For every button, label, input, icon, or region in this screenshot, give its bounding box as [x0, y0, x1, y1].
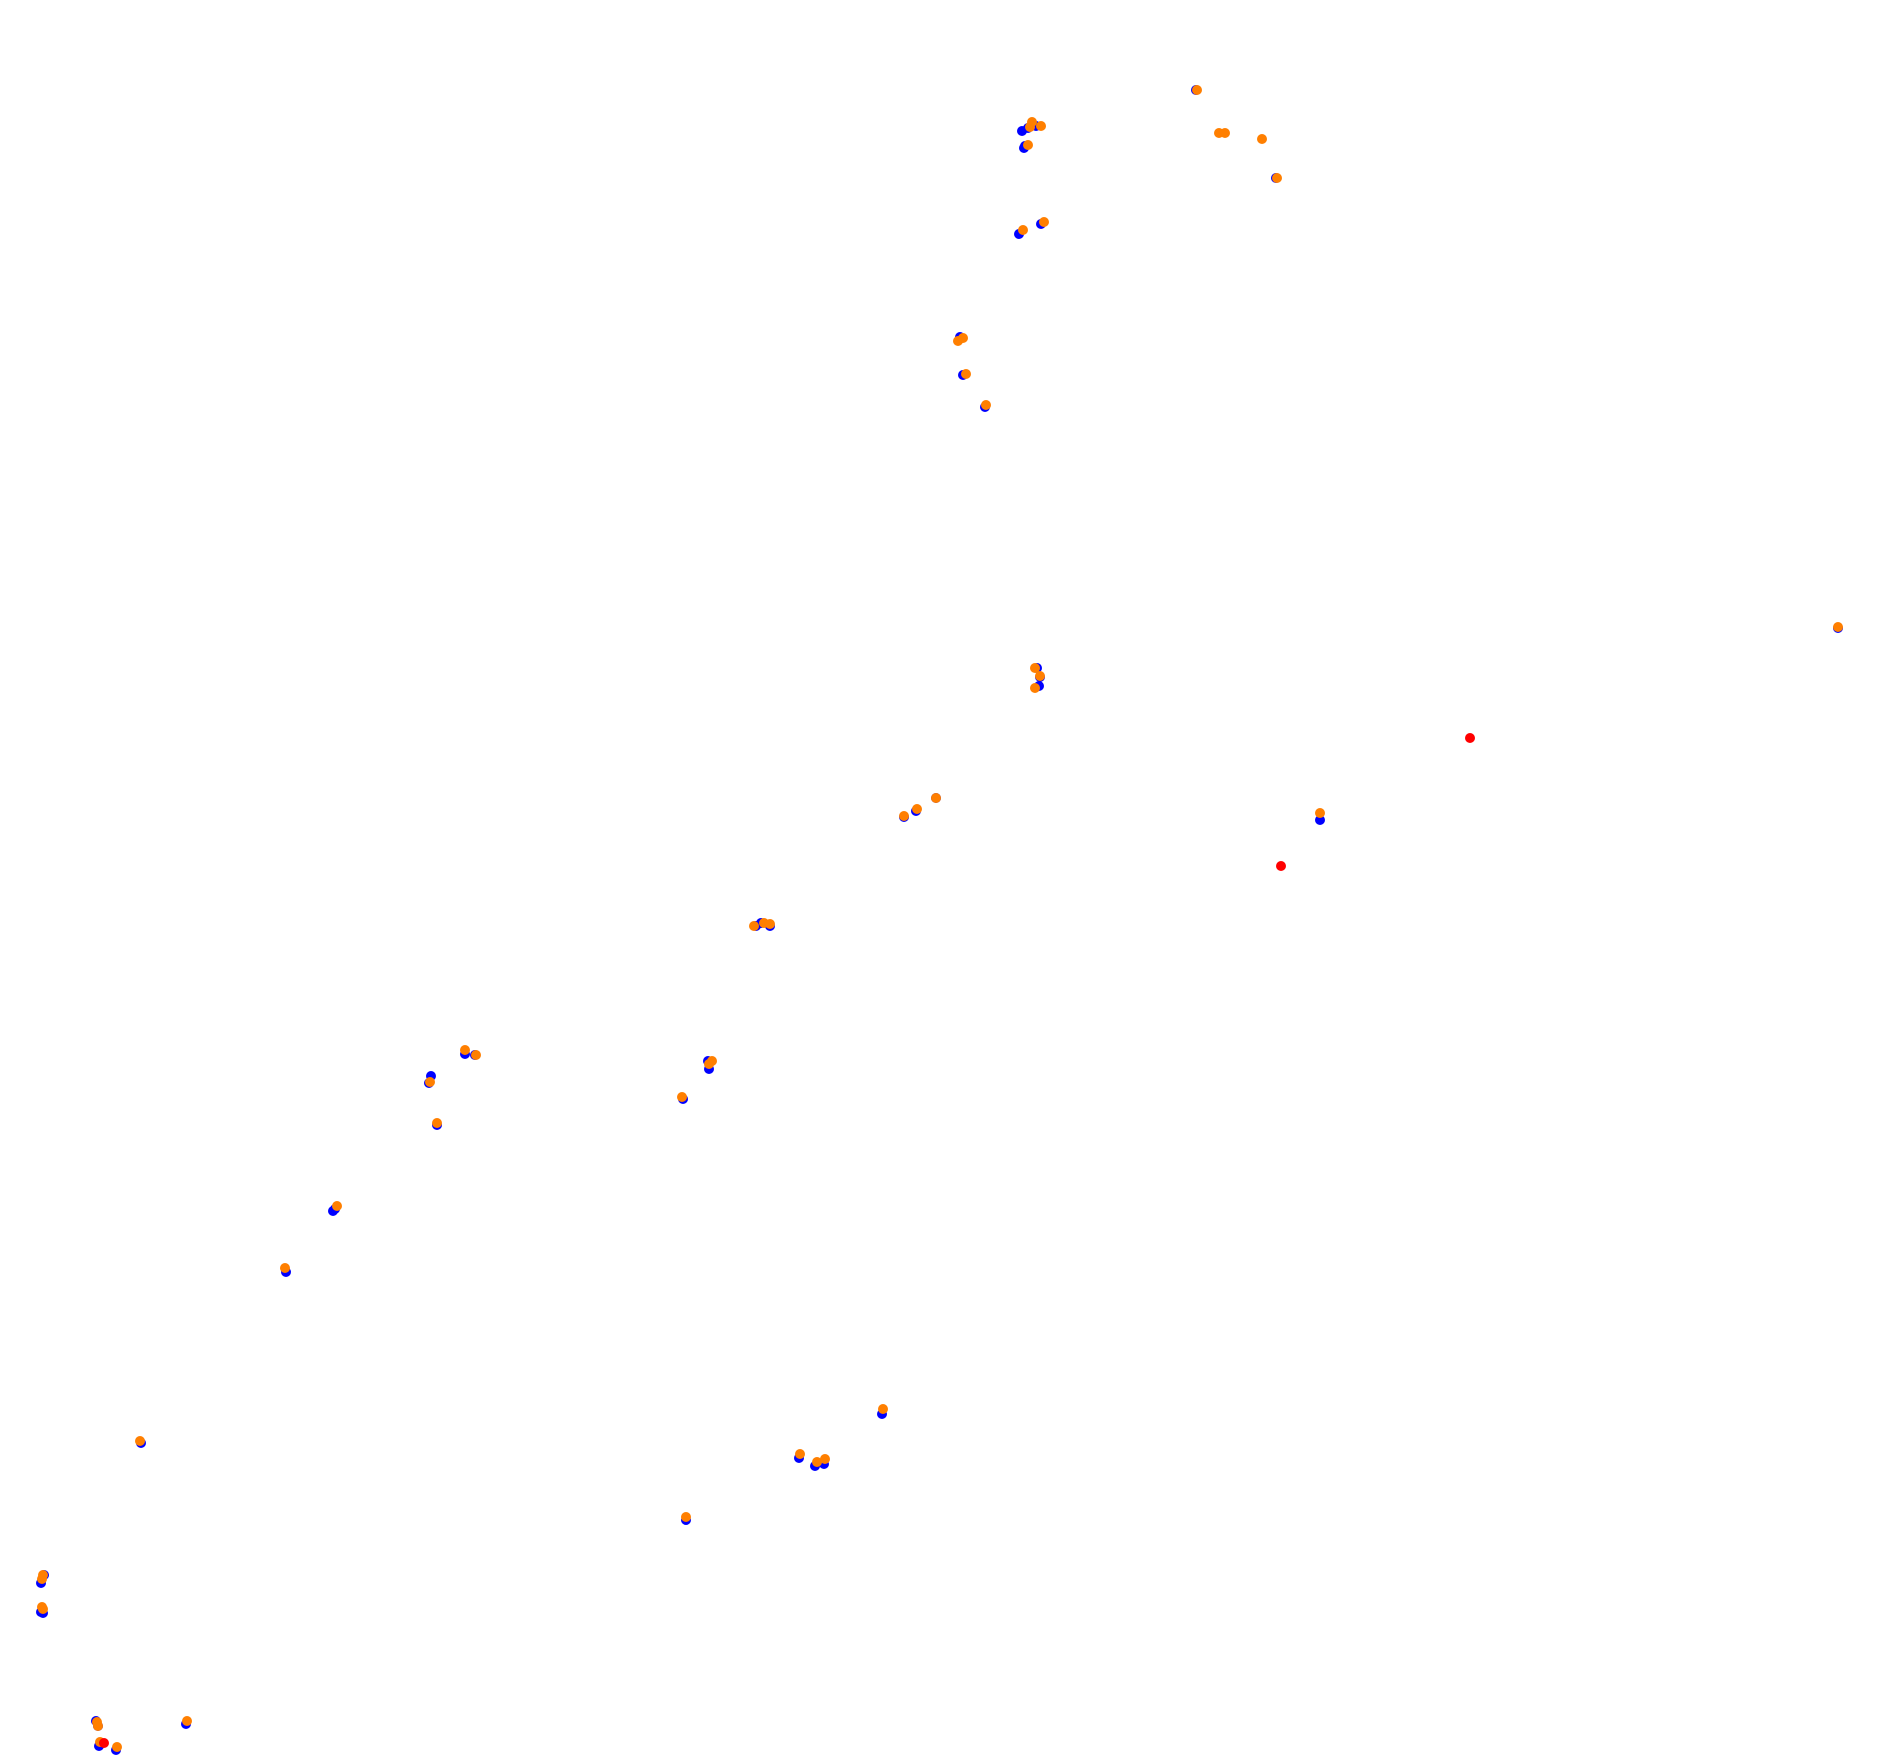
data-point-series-1-33	[135, 1436, 145, 1446]
data-point-series-1-9	[1018, 225, 1028, 235]
data-point-series-1-43	[681, 1512, 691, 1522]
data-point-series-1-21	[749, 921, 759, 931]
data-point-series-1-3	[1036, 121, 1046, 131]
data-point-series-2-2	[99, 1738, 109, 1748]
data-point-series-1-20	[931, 793, 941, 803]
data-point-series-1-12	[958, 333, 968, 343]
data-point-series-2-0	[1465, 733, 1475, 743]
data-point-series-1-29	[704, 1059, 714, 1069]
data-point-series-1-6	[1220, 128, 1230, 138]
data-point-series-1-4	[1023, 140, 1033, 150]
data-point-series-1-45	[812, 1457, 822, 1467]
data-point-series-2-1	[1276, 861, 1286, 871]
data-point-series-1-10	[1039, 217, 1049, 227]
data-point-series-1-27	[432, 1118, 442, 1128]
data-point-series-1-15	[1030, 663, 1040, 673]
data-point-series-1-18	[912, 804, 922, 814]
data-point-series-1-42	[182, 1716, 192, 1726]
data-point-series-1-13	[961, 369, 971, 379]
data-point-series-1-8	[1272, 173, 1282, 183]
data-point-series-1-47	[878, 1404, 888, 1414]
data-point-series-1-41	[112, 1742, 122, 1752]
data-point-series-1-46	[820, 1454, 830, 1464]
data-point-series-1-14	[981, 400, 991, 410]
data-point-series-0-3	[1017, 126, 1027, 136]
data-point-series-1-48	[1315, 808, 1325, 818]
data-point-series-1-26	[425, 1077, 435, 1087]
data-point-series-0-48	[1315, 815, 1325, 825]
data-point-series-1-30	[677, 1092, 687, 1102]
data-point-series-1-17	[1030, 683, 1040, 693]
data-point-series-1-49	[1833, 622, 1843, 632]
data-point-series-1-19	[899, 811, 909, 821]
data-point-series-1-2	[1025, 122, 1035, 132]
points-layer	[36, 85, 1843, 1755]
data-point-series-1-35	[37, 1574, 47, 1584]
data-point-series-1-7	[1257, 134, 1267, 144]
data-point-series-1-23	[765, 919, 775, 929]
data-point-series-1-0	[1192, 85, 1202, 95]
data-point-series-1-37	[38, 1604, 48, 1614]
data-point-series-1-25	[471, 1050, 481, 1060]
data-point-series-1-32	[280, 1263, 290, 1273]
data-point-series-1-16	[1035, 671, 1045, 681]
data-point-series-1-39	[93, 1721, 103, 1731]
data-point-series-1-31	[332, 1201, 342, 1211]
data-point-series-1-44	[795, 1449, 805, 1459]
data-point-series-1-24	[460, 1045, 470, 1055]
